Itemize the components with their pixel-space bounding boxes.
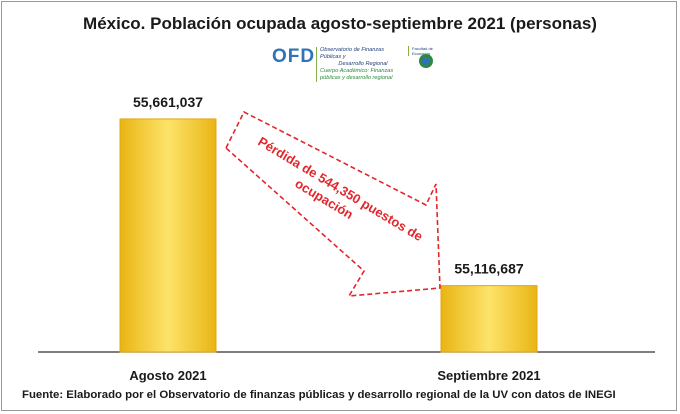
- loss-annotation: Pérdida de 544,350 puestos de ocupación: [225, 110, 441, 297]
- logo-text: Observatorio de Finanzas Públicas y Desa…: [316, 47, 406, 82]
- ofd-logo: OFD Observatorio de Finanzas Públicas y …: [272, 44, 452, 82]
- value-label-2: 55,116,687: [454, 261, 524, 277]
- bar-2: [440, 285, 538, 353]
- logo-line-1: Observatorio de Finanzas Públicas y: [320, 47, 385, 60]
- logo-line-3: Cuerpo Académico: Finanzas públicas y de…: [320, 68, 394, 81]
- category-label-2: Septiembre 2021: [437, 368, 540, 383]
- university-seal-icon: [419, 54, 433, 68]
- category-label-1: Agosto 2021: [129, 368, 206, 383]
- value-label-1: 55,661,037: [133, 94, 203, 110]
- logo-right-text: Facultad de Economía: [408, 46, 452, 56]
- logo-line-2: Desarrollo Regional: [338, 61, 388, 67]
- bars-group: [119, 118, 538, 353]
- chart-title: México. Población ocupada agosto-septiem…: [83, 14, 597, 33]
- source-footer: Fuente: Elaborado por el Observatorio de…: [22, 389, 616, 401]
- bar-1: [119, 118, 217, 353]
- loss-arrow-icon: [225, 110, 441, 297]
- ofd-acronym: OFD: [272, 46, 316, 67]
